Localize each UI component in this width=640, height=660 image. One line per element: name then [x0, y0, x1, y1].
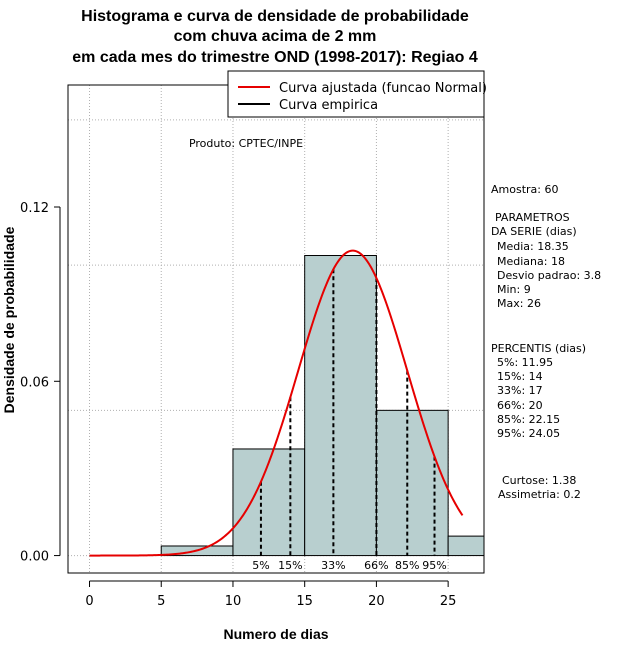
x-tick-label-4: 20 — [368, 594, 385, 609]
percentile-label-2: 33% — [321, 559, 345, 572]
legend-label-empirical: Curva empirica — [279, 98, 378, 113]
param-mean: Media: 18.35 — [497, 240, 569, 253]
percentil-66: 66%: 20 — [497, 399, 543, 412]
percentil-5: 5%: 11.95 — [497, 356, 553, 369]
histogram-bar-4 — [447, 535, 485, 557]
x-tick-label-2: 10 — [225, 594, 242, 609]
legend-box — [227, 70, 485, 118]
y-tick-label-1: 0.06 — [20, 375, 49, 390]
chart-title-line-1: Histograma e curva de densidade de proba… — [81, 8, 469, 25]
histogram-bar-2 — [304, 255, 377, 557]
kurtosis: Curtose: 1.38 — [502, 474, 576, 487]
statistics-panel: Amostra: 60 PARAMETROS DA SERIE (dias) M… — [491, 183, 601, 501]
legend-label-fitted: Curva ajustada (funcao Normal) — [279, 81, 487, 96]
percentil-95: 95%: 24.05 — [497, 427, 560, 440]
histogram-bar-3 — [375, 409, 449, 557]
y-tick-label-2: 0.12 — [20, 201, 49, 216]
x-tick-label-0: 0 — [85, 594, 93, 609]
param-median: Mediana: 18 — [497, 255, 565, 268]
percentile-label-5: 95% — [422, 559, 446, 572]
x-tick-label-1: 5 — [157, 594, 165, 609]
histogram-bar-1 — [232, 448, 306, 557]
percentile-label-4: 85% — [395, 559, 419, 572]
percentil-85: 85%: 22.15 — [497, 413, 560, 426]
params-title-2: DA SERIE (dias) — [491, 225, 577, 238]
skewness: Assimetria: 0.2 — [498, 488, 581, 501]
x-tick-label-3: 15 — [296, 594, 313, 609]
percentil-33: 33%: 17 — [497, 384, 543, 397]
chart-title-line-2: com chuva acima de 2 mm — [174, 28, 377, 45]
percentil-15: 15%: 14 — [497, 370, 543, 383]
param-min: Min: 9 — [497, 283, 531, 296]
curve-layer — [89, 249, 464, 557]
params-title-1: PARAMETROS — [495, 211, 570, 224]
param-max: Max: 26 — [497, 297, 541, 310]
percentile-label-1: 15% — [278, 559, 302, 572]
x-axis-title: Numero de dias — [223, 626, 328, 642]
y-tick-label-0: 0.00 — [20, 550, 49, 565]
percentile-layer: 5% 15% 33% 66% 85% 95% — [252, 269, 447, 572]
legend: Curva ajustada (funcao Normal) Curva emp… — [227, 70, 487, 118]
percentile-label-0: 5% — [252, 559, 269, 572]
chart-title-line-3: em cada mes do trimestre OND (1998-2017)… — [72, 49, 478, 66]
normal-fit-curve — [89, 249, 464, 557]
product-annotation: Produto: CPTEC/INPE — [189, 137, 303, 150]
percentile-label-3: 66% — [364, 559, 388, 572]
percentis-title: PERCENTIS (dias) — [491, 342, 586, 355]
bars-layer — [160, 255, 485, 557]
axis-layer: 0 5 10 15 20 25 0.00 0.06 0.12 — [20, 201, 456, 609]
y-axis-title: Densidade de probabilidade — [1, 226, 17, 413]
sample-size: Amostra: 60 — [491, 183, 558, 196]
param-sd: Desvio padrao: 3.8 — [497, 269, 601, 282]
x-tick-label-5: 25 — [440, 594, 457, 609]
